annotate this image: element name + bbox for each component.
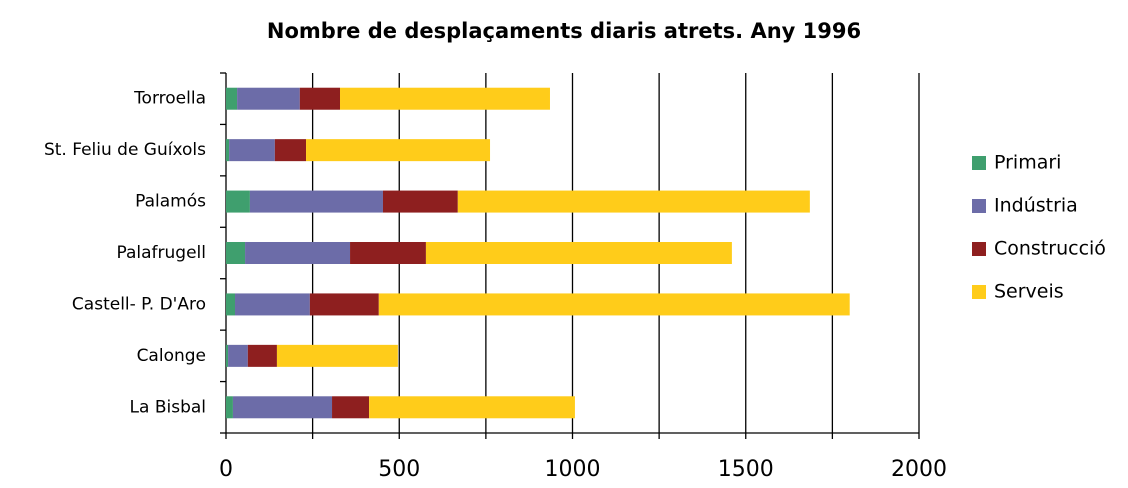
bar-segment	[229, 139, 275, 162]
x-tick-label: 0	[219, 457, 233, 482]
y-tick-label: Torroella	[133, 89, 206, 109]
y-tick-label: Calonge	[137, 346, 206, 366]
bar-segment	[332, 396, 370, 419]
bar-segment	[235, 293, 310, 316]
bar-segment	[457, 190, 810, 213]
bar-segment	[226, 190, 250, 213]
y-tick-label: Castell- P. D'Aro	[72, 294, 206, 314]
bar-segment	[232, 396, 333, 419]
bar-segment	[306, 139, 491, 162]
legend-label: Construcció	[994, 238, 1106, 260]
bar-segment	[237, 87, 300, 110]
bar-segment	[226, 87, 238, 110]
bar-segment	[249, 190, 383, 213]
bar-segment	[350, 242, 426, 264]
legend-label: Serveis	[994, 281, 1064, 303]
bar-segment	[378, 293, 850, 316]
bar-segment	[226, 139, 230, 162]
bar-segment	[226, 293, 236, 316]
bar-segment	[274, 139, 307, 162]
bar-segment	[276, 344, 398, 367]
y-tick-label: St. Feliu de Guíxols	[44, 140, 206, 160]
bar-segment	[226, 344, 229, 367]
y-tick-label: La Bisbal	[130, 397, 206, 417]
bar-segment	[339, 87, 550, 110]
bar-segment	[228, 344, 248, 367]
bar-segment	[245, 242, 351, 264]
bar-segment	[226, 396, 233, 419]
legend-label: Indústria	[994, 195, 1078, 217]
legend-swatch	[972, 199, 986, 213]
legend-swatch	[972, 242, 986, 256]
bar-segment	[309, 293, 379, 316]
legend-swatch	[972, 285, 986, 299]
chart-title: Nombre de desplaçaments diaris atrets. A…	[267, 19, 861, 43]
bar-segment	[247, 344, 277, 367]
bar-segment	[299, 87, 340, 110]
y-tick-label: Palamós	[135, 192, 206, 212]
x-tick-label: 500	[378, 457, 420, 482]
y-tick-label: Palafrugell	[117, 243, 207, 263]
legend-swatch	[972, 156, 986, 170]
bar-segment	[369, 396, 575, 419]
legend-label: Primari	[994, 152, 1061, 174]
bar-segment	[382, 190, 458, 213]
x-tick-label: 2000	[891, 457, 947, 482]
x-tick-label: 1500	[718, 457, 774, 482]
bar-segment	[226, 242, 246, 264]
x-tick-label: 1000	[545, 457, 601, 482]
bar-segment	[425, 242, 732, 264]
